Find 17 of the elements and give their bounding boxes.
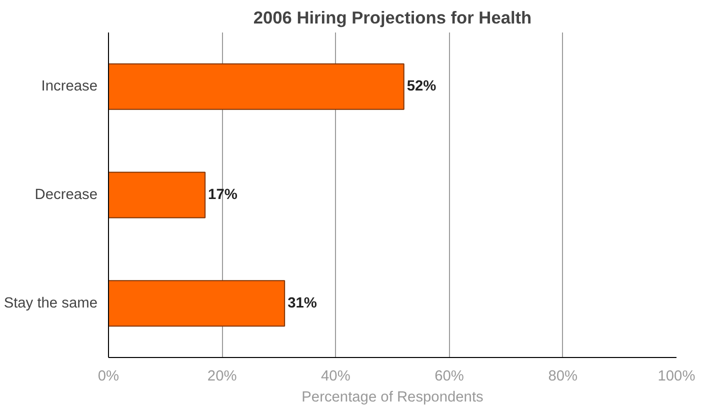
bar (108, 63, 404, 110)
y-tick-label: Decrease (34, 187, 98, 203)
x-tick-label: 0% (98, 368, 120, 384)
data-label: 17% (208, 187, 238, 203)
data-label: 31% (288, 295, 317, 312)
bar (108, 280, 286, 327)
data-label: 52% (406, 78, 436, 95)
x-tick-label: 80% (548, 368, 578, 384)
x-tick-label: 20% (207, 368, 237, 384)
x-tick-label: 100% (658, 368, 696, 384)
chart-title: 2006 Hiring Projections for Health (253, 8, 532, 28)
y-tick-label: Increase (41, 78, 98, 95)
bar (108, 172, 206, 218)
x-tick-label: 60% (434, 368, 464, 384)
x-axis-title: Percentage of Respondents (302, 390, 484, 406)
y-tick-label: Stay the same (4, 295, 98, 312)
x-tick-label: 40% (321, 368, 350, 384)
